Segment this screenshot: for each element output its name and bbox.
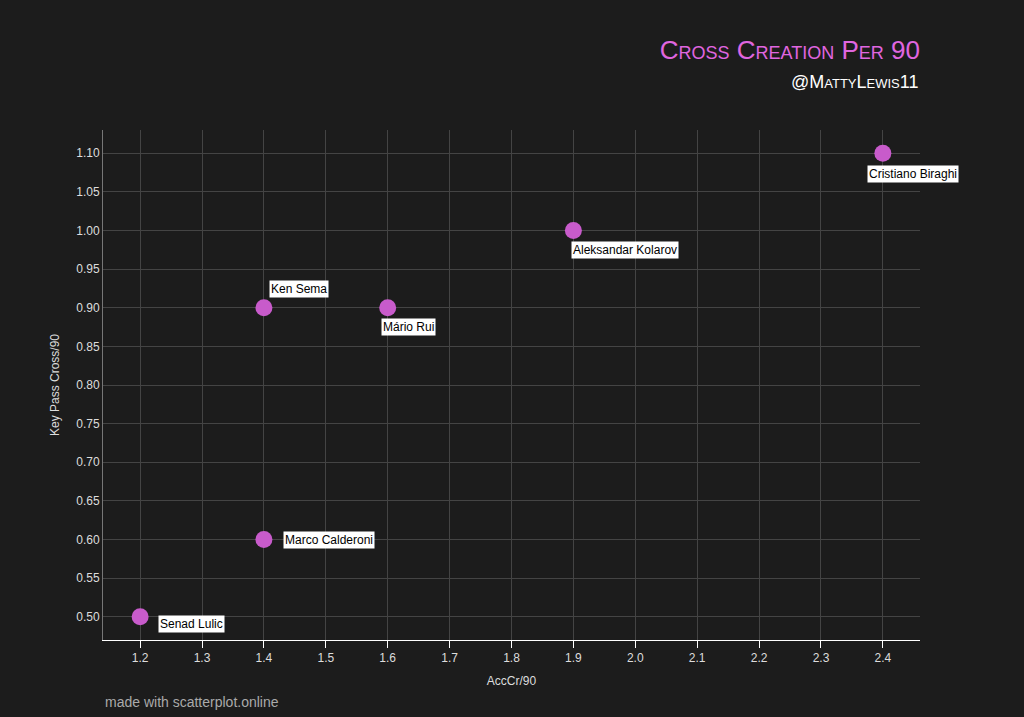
svg-text:0.60: 0.60	[76, 533, 100, 547]
svg-text:1.6: 1.6	[379, 651, 396, 665]
svg-text:Ken Sema: Ken Sema	[271, 282, 327, 296]
svg-text:1.10: 1.10	[76, 146, 100, 160]
svg-text:1.7: 1.7	[441, 651, 458, 665]
svg-text:0.90: 0.90	[76, 301, 100, 315]
svg-text:1.9: 1.9	[565, 651, 582, 665]
svg-text:0.55: 0.55	[76, 571, 100, 585]
svg-text:Marco Calderoni: Marco Calderoni	[285, 533, 373, 547]
svg-text:2.2: 2.2	[751, 651, 768, 665]
svg-text:Cross Creation Per 90: Cross Creation Per 90	[660, 35, 920, 65]
svg-text:1.8: 1.8	[503, 651, 520, 665]
svg-text:AccCr/90: AccCr/90	[487, 674, 537, 688]
svg-text:1.05: 1.05	[76, 185, 100, 199]
svg-text:1.3: 1.3	[194, 651, 211, 665]
svg-text:Senad Lulic: Senad Lulic	[160, 617, 223, 631]
svg-text:0.70: 0.70	[76, 455, 100, 469]
svg-text:0.50: 0.50	[76, 610, 100, 624]
svg-text:1.4: 1.4	[256, 651, 273, 665]
svg-text:1.00: 1.00	[76, 224, 100, 238]
svg-text:Cristiano Biraghi: Cristiano Biraghi	[869, 167, 957, 181]
svg-text:1.5: 1.5	[317, 651, 334, 665]
svg-text:2.1: 2.1	[689, 651, 706, 665]
svg-text:0.80: 0.80	[76, 378, 100, 392]
svg-text:0.85: 0.85	[76, 340, 100, 354]
svg-text:2.3: 2.3	[813, 651, 830, 665]
svg-text:1.2: 1.2	[132, 651, 149, 665]
svg-text:Key Pass Cross/90: Key Pass Cross/90	[48, 334, 62, 436]
svg-text:Aleksandar Kolarov: Aleksandar Kolarov	[573, 243, 677, 257]
svg-text:0.95: 0.95	[76, 262, 100, 276]
svg-text:2.0: 2.0	[627, 651, 644, 665]
svg-text:@MattyLewis11: @MattyLewis11	[791, 72, 918, 92]
svg-text:made with scatterplot.online: made with scatterplot.online	[105, 694, 279, 710]
svg-text:2.4: 2.4	[875, 651, 892, 665]
svg-text:0.65: 0.65	[76, 494, 100, 508]
svg-text:Mário Rui: Mário Rui	[383, 320, 434, 334]
svg-text:0.75: 0.75	[76, 417, 100, 431]
